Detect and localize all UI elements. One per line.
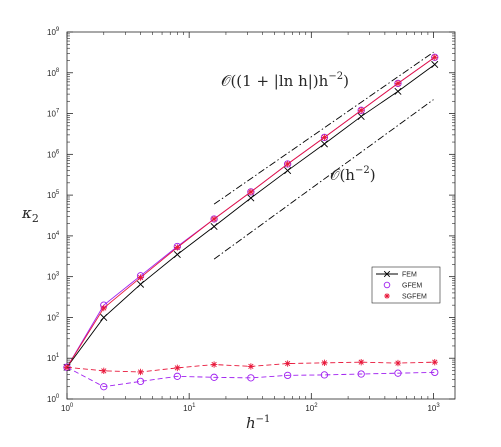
x-tick-label: 102 bbox=[305, 403, 318, 413]
reference-line-upper bbox=[213, 51, 434, 205]
x-axis: 100 101 102 103 bbox=[61, 32, 440, 413]
x-axis-title: h−1 bbox=[246, 414, 270, 432]
y-tick-label: 109 bbox=[47, 27, 60, 37]
x-tick-label: 100 bbox=[61, 403, 74, 413]
series-line bbox=[66, 366, 435, 388]
data-point bbox=[210, 222, 218, 231]
data-point bbox=[174, 364, 181, 372]
y-tick-label: 108 bbox=[47, 68, 60, 78]
data-point bbox=[394, 359, 402, 367]
data-point bbox=[394, 369, 402, 377]
data-point bbox=[284, 360, 291, 367]
legend: FEM GFEM SGFEM bbox=[371, 266, 441, 304]
y-tick-label: 104 bbox=[47, 231, 60, 241]
data-point bbox=[173, 250, 181, 258]
y-tick-label: 106 bbox=[47, 149, 60, 159]
y-tick-label: 102 bbox=[47, 312, 60, 322]
data-point bbox=[174, 244, 181, 251]
y-tick-label: 101 bbox=[47, 353, 60, 363]
data-point bbox=[173, 372, 181, 380]
y-axis: 100 101 102 103 104 105 106 107 108 109 bbox=[47, 27, 455, 404]
data-point bbox=[284, 167, 292, 175]
data-point bbox=[383, 270, 391, 278]
data-point bbox=[357, 107, 365, 114]
reference-lines bbox=[213, 51, 434, 260]
annotation-upper: 𝒪((1 + |ln h|)h−2) bbox=[221, 71, 349, 90]
x-tick-label: 101 bbox=[183, 403, 196, 413]
data-point bbox=[357, 370, 365, 378]
data-point bbox=[383, 281, 391, 289]
annotation-lower: 𝒪(h−2) bbox=[330, 165, 376, 184]
data-point bbox=[247, 188, 255, 196]
legend-label: GFEM bbox=[402, 283, 422, 290]
data-point bbox=[320, 371, 329, 379]
data-point bbox=[136, 377, 145, 386]
data-point bbox=[431, 54, 438, 61]
legend-box bbox=[371, 266, 441, 304]
data-point bbox=[394, 80, 402, 87]
legend-label: SGFEM bbox=[402, 294, 427, 301]
data-point bbox=[321, 134, 328, 141]
reference-line-lower bbox=[213, 99, 434, 260]
data-point bbox=[431, 358, 438, 366]
plot-area bbox=[66, 31, 456, 400]
data-point bbox=[100, 304, 107, 312]
y-tick-label: 105 bbox=[47, 190, 60, 200]
y-tick-label: 103 bbox=[47, 272, 60, 282]
data-point bbox=[100, 313, 108, 321]
data-point bbox=[137, 274, 144, 281]
data-point bbox=[137, 280, 145, 288]
series-layer bbox=[63, 53, 439, 391]
data-point bbox=[210, 361, 218, 368]
data-point bbox=[210, 373, 218, 381]
legend-label: FEM bbox=[402, 272, 417, 279]
data-point bbox=[431, 60, 439, 68]
data-point bbox=[283, 371, 292, 380]
y-tick-label: 100 bbox=[47, 394, 60, 404]
legend-item: FEM bbox=[376, 270, 417, 279]
x-tick-label: 103 bbox=[427, 403, 440, 413]
data-point bbox=[247, 374, 255, 382]
data-point bbox=[357, 358, 365, 366]
data-point bbox=[394, 87, 402, 95]
data-point bbox=[320, 140, 328, 148]
y-axis-title: κ2 bbox=[21, 204, 39, 225]
legend-item: GFEM bbox=[383, 281, 422, 290]
data-point bbox=[357, 112, 365, 120]
data-point bbox=[247, 363, 255, 370]
data-point bbox=[137, 368, 144, 376]
series-fem bbox=[63, 60, 439, 371]
data-point bbox=[247, 194, 255, 202]
data-point bbox=[210, 215, 218, 223]
data-point bbox=[321, 359, 328, 367]
data-point bbox=[100, 367, 107, 375]
y-tick-label: 107 bbox=[47, 109, 60, 119]
data-point bbox=[431, 368, 439, 377]
data-point bbox=[284, 160, 291, 168]
legend-item: SGFEM bbox=[384, 293, 427, 301]
data-point bbox=[384, 293, 390, 299]
data-point bbox=[100, 383, 108, 391]
